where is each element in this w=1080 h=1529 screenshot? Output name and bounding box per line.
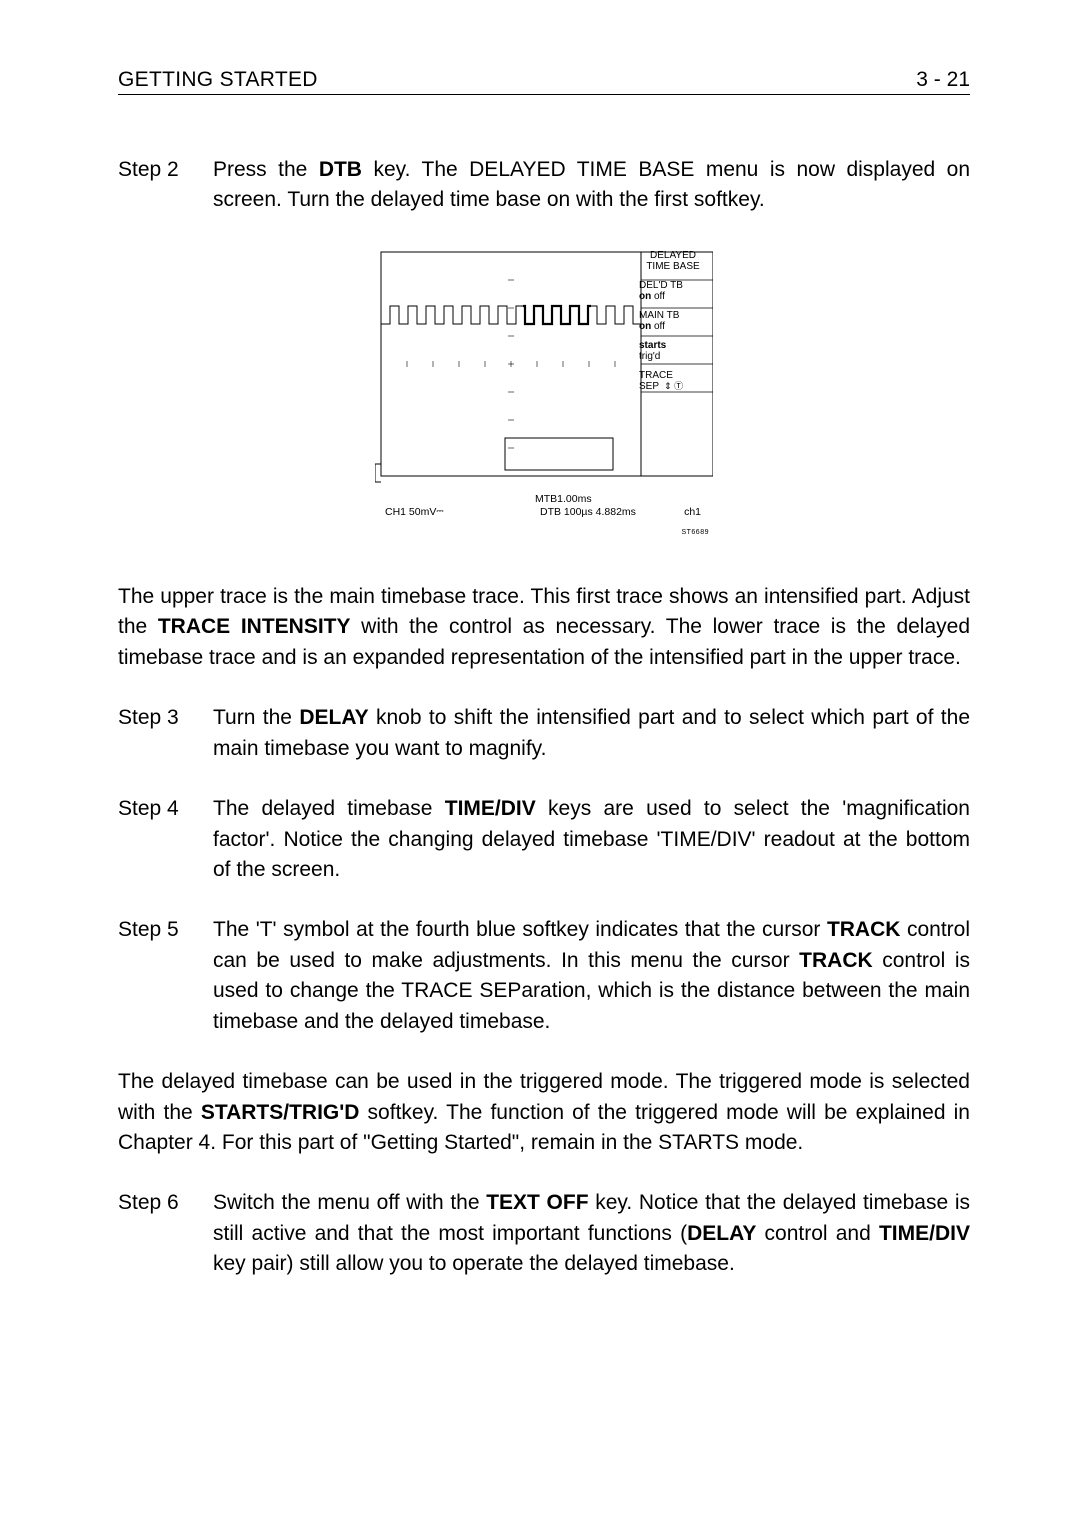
dc-coupling-icon: ⎓ xyxy=(436,506,443,516)
status-line: CH1 50mV⎓ DTB 100µs 4.882ms ch1 xyxy=(385,506,709,518)
page-number: 3 - 21 xyxy=(916,68,970,92)
softkey-trace-sep: TRACE SEP ⇕ Ⓣ xyxy=(635,368,711,398)
step-label: Step 6 xyxy=(118,1188,213,1279)
mtb-readout: MTB1.00ms xyxy=(535,493,592,505)
oscilloscope-figure: DELAYED TIME BASE DEL'D TB on off MAIN T… xyxy=(375,246,713,536)
step-label: Step 5 xyxy=(118,915,213,1037)
step-5: Step 5 The 'T' symbol at the fourth blue… xyxy=(118,915,970,1037)
step-label: Step 4 xyxy=(118,794,213,885)
step-6: Step 6 Switch the menu off with the TEXT… xyxy=(118,1188,970,1279)
para-triggered: The delayed timebase can be used in the … xyxy=(118,1067,970,1158)
menu-title: DELAYED TIME BASE xyxy=(635,248,711,278)
dtb-readout: DTB 100µs 4.882ms xyxy=(540,506,636,518)
softkey-menu: DELAYED TIME BASE DEL'D TB on off MAIN T… xyxy=(635,248,711,398)
softkey-main-tb: MAIN TB on off xyxy=(635,308,711,338)
step-3: Step 3 Turn the DELAY knob to shift the … xyxy=(118,703,970,764)
para-intensity: The upper trace is the main timebase tra… xyxy=(118,582,970,673)
figure-ref: ST6689 xyxy=(681,529,709,536)
softkey-deld-tb: DEL'D TB on off xyxy=(635,278,711,308)
softkey-starts: starts trig'd xyxy=(635,338,711,368)
step-body: The delayed timebase TIME/DIV keys are u… xyxy=(213,794,970,885)
updown-icon: ⇕ Ⓣ xyxy=(662,381,684,391)
step-body: The 'T' symbol at the fourth blue softke… xyxy=(213,915,970,1037)
step-2: Step 2 Press the DTB key. The DELAYED TI… xyxy=(118,155,970,216)
step-label: Step 2 xyxy=(118,155,213,216)
step-body: Turn the DELAY knob to shift the intensi… xyxy=(213,703,970,764)
trig-src: ch1 xyxy=(684,506,701,518)
section-title: GETTING STARTED xyxy=(118,68,318,92)
step-body: Press the DTB key. The DELAYED TIME BASE… xyxy=(213,155,970,216)
step-body: Switch the menu off with the TEXT OFF ke… xyxy=(213,1188,970,1279)
ch-readout: CH1 50mV⎓ xyxy=(385,506,444,518)
step-label: Step 3 xyxy=(118,703,213,764)
step-4: Step 4 The delayed timebase TIME/DIV key… xyxy=(118,794,970,885)
